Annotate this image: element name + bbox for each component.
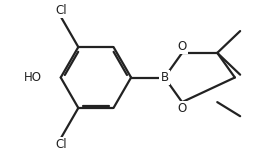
Text: Cl: Cl — [55, 138, 66, 151]
Text: O: O — [177, 102, 187, 115]
Text: O: O — [177, 40, 187, 53]
Text: HO: HO — [23, 71, 41, 84]
Text: B: B — [160, 71, 168, 84]
Text: Cl: Cl — [55, 4, 66, 17]
